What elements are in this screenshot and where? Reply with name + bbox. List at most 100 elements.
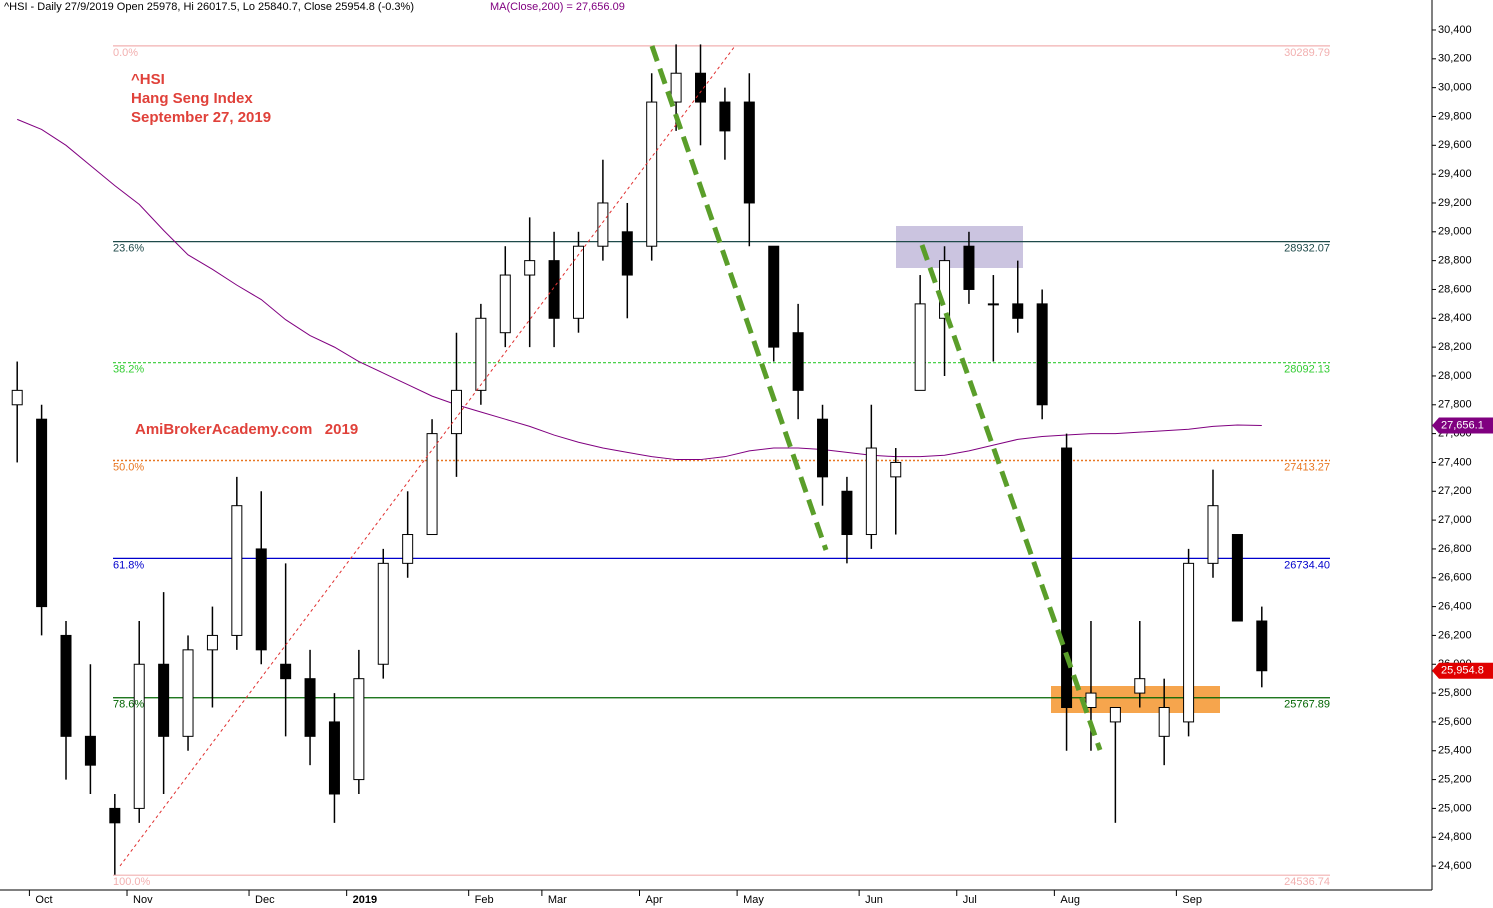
y-tick-label: 29,000 — [1438, 226, 1472, 238]
candle-body — [890, 461, 902, 478]
candle-body — [377, 562, 389, 665]
y-tick-label: 28,200 — [1438, 341, 1472, 353]
candle-body — [499, 274, 511, 334]
y-tick-label: 26,600 — [1438, 572, 1472, 584]
y-tick-label: 30,000 — [1438, 82, 1472, 94]
candle-body — [768, 245, 780, 348]
candle-body — [158, 663, 170, 737]
x-tick-label: Nov — [133, 894, 153, 906]
x-tick-label: Oct — [35, 894, 52, 906]
fib-value: 28932.07 — [1284, 242, 1330, 254]
candle-body — [1109, 707, 1121, 723]
fib-label: 23.6% — [113, 242, 144, 254]
x-tick-label: Mar — [548, 894, 567, 906]
ma-label: MA(Close,200) = 27,656.09 — [490, 1, 625, 13]
candle-body — [84, 735, 96, 766]
candle-body — [426, 433, 438, 536]
candle-body — [572, 245, 584, 319]
y-tick-label: 30,400 — [1438, 24, 1472, 36]
candle-body — [1158, 707, 1170, 737]
y-tick-label: 28,400 — [1438, 312, 1472, 324]
candle-body — [841, 490, 853, 536]
candle-body — [792, 332, 804, 391]
x-tick-label: 2019 — [353, 894, 377, 906]
candle-body — [231, 505, 243, 636]
annotation: ^HSI — [131, 71, 165, 88]
candle-body — [109, 807, 121, 824]
candle-body — [11, 389, 23, 406]
candle-body — [450, 389, 462, 435]
candle-body — [1061, 447, 1073, 709]
chart-title: ^HSI - Daily 27/9/2019 Open 25978, Hi 26… — [4, 1, 414, 13]
candle-body — [1256, 620, 1268, 672]
trend-line — [649, 45, 829, 551]
y-tick-label: 28,800 — [1438, 255, 1472, 267]
y-tick-label: 26,400 — [1438, 601, 1472, 613]
fib-label: 38.2% — [113, 364, 144, 376]
candle-body — [1207, 505, 1219, 564]
x-tick-label: Dec — [255, 894, 275, 906]
y-tick-label: 27,200 — [1438, 485, 1472, 497]
y-tick-label: 30,200 — [1438, 53, 1472, 65]
fib-label: 61.8% — [113, 559, 144, 571]
candle-body — [963, 245, 975, 290]
candle-body — [1231, 534, 1243, 622]
candle-body — [402, 534, 414, 564]
candle-body — [646, 101, 658, 247]
fib-value: 28092.13 — [1284, 364, 1330, 376]
highlight-box — [896, 226, 1023, 268]
annotation: Hang Seng Index — [131, 90, 253, 107]
y-tick-label: 24,600 — [1438, 860, 1472, 872]
candle-body — [353, 678, 365, 781]
y-tick-label: 26,200 — [1438, 629, 1472, 641]
fib-value: 30289.79 — [1284, 47, 1330, 59]
price-tag-label: 25,954.8 — [1441, 665, 1484, 677]
y-tick-label: 28,000 — [1438, 370, 1472, 382]
y-tick-label: 24,800 — [1438, 831, 1472, 843]
y-tick-label: 25,800 — [1438, 687, 1472, 699]
fib-label: 50.0% — [113, 461, 144, 473]
candle-body — [60, 634, 72, 737]
price-tag — [1432, 417, 1493, 434]
x-tick-label: Jun — [865, 894, 883, 906]
y-tick-label: 25,400 — [1438, 745, 1472, 757]
trend-line — [919, 244, 1103, 751]
fib-label: 78.6% — [113, 699, 144, 711]
candle-body — [475, 317, 487, 391]
annotation: AmiBrokerAcademy.com 2019 — [135, 421, 358, 438]
candle-body — [817, 418, 829, 478]
trend-line — [119, 45, 736, 867]
candle-body — [743, 101, 755, 204]
y-tick-label: 25,600 — [1438, 716, 1472, 728]
candle-body — [206, 634, 218, 651]
y-tick-label: 25,000 — [1438, 802, 1472, 814]
candle-body — [36, 418, 48, 608]
candle-body — [255, 548, 267, 651]
candle-body — [1085, 692, 1097, 709]
y-tick-label: 29,400 — [1438, 168, 1472, 180]
candle-body — [280, 663, 292, 680]
y-tick-label: 27,000 — [1438, 514, 1472, 526]
candle-body — [865, 447, 877, 536]
fib-label: 0.0% — [113, 47, 138, 59]
x-tick-label: Apr — [646, 894, 663, 906]
y-tick-label: 27,400 — [1438, 456, 1472, 468]
price-tag-label: 27,656.1 — [1441, 419, 1484, 431]
candle-body — [1036, 303, 1048, 406]
candle-body — [695, 72, 707, 103]
candle-body — [524, 260, 536, 276]
candle-body — [987, 303, 999, 306]
price-tag — [1432, 662, 1493, 679]
candle-body — [939, 260, 951, 319]
x-tick-label: Feb — [475, 894, 494, 906]
x-tick-label: Jul — [963, 894, 977, 906]
candle-body — [182, 649, 194, 737]
fib-value: 24536.74 — [1284, 876, 1330, 888]
y-tick-label: 29,200 — [1438, 197, 1472, 209]
x-tick-label: May — [743, 894, 764, 906]
y-tick-label: 29,600 — [1438, 139, 1472, 151]
annotation: September 27, 2019 — [131, 109, 271, 126]
y-tick-label: 26,800 — [1438, 543, 1472, 555]
fib-value: 25767.89 — [1284, 699, 1330, 711]
